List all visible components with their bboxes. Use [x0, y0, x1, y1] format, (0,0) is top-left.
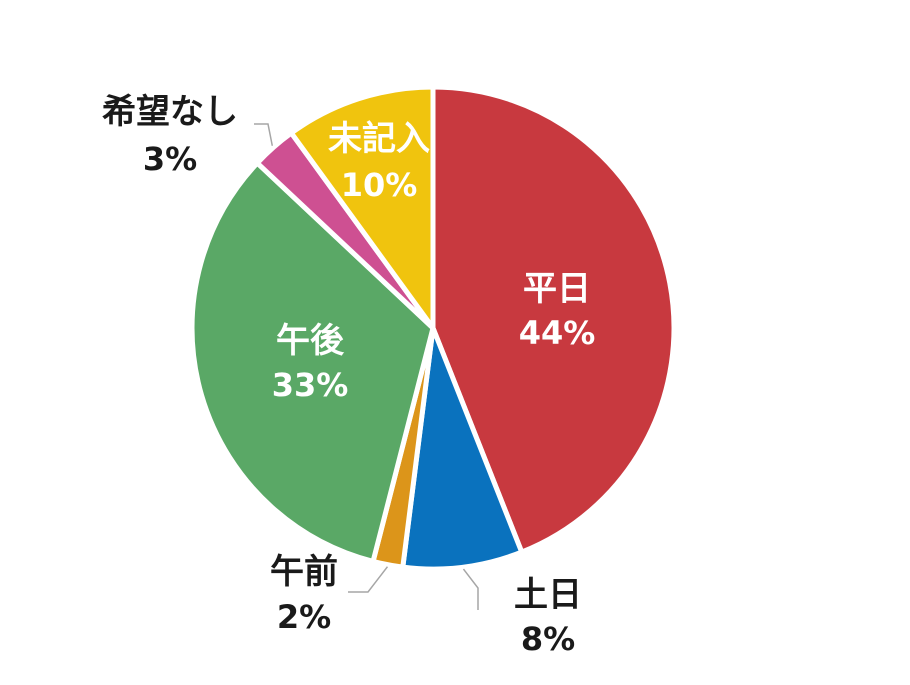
leader-line-weekend: [462, 568, 479, 610]
slice-value-no-preference: 3%: [143, 140, 197, 178]
slice-label-weekday: 平日: [523, 269, 591, 309]
slice-label-morning: 午前: [270, 552, 338, 592]
slice-value-weekend: 8%: [521, 620, 575, 658]
pie-slice-weekday: [430, 84, 677, 555]
slice-value-weekday: 44%: [519, 314, 596, 352]
pie-slices: [189, 84, 677, 572]
slice-label-afternoon: 午後: [276, 321, 345, 361]
slice-value-afternoon: 33%: [272, 366, 349, 404]
slice-value-unanswered: 10%: [341, 166, 418, 204]
slice-labels: 平日 44% 土日 8% 午前 2% 午後 33% 希望なし 3% 未記入 10…: [102, 92, 595, 658]
pie-slice-afternoon: [189, 160, 436, 564]
leader-line-no-preference: [254, 123, 274, 146]
pie-slice-unanswered: [288, 84, 436, 331]
pie-slice-weekend: [400, 325, 525, 572]
slice-label-unanswered: 未記入: [328, 119, 430, 159]
leader-line-morning: [348, 566, 389, 593]
slice-label-no-preference: 希望なし: [102, 92, 238, 132]
slice-label-weekend: 土日: [514, 575, 582, 615]
leader-lines: [254, 123, 479, 610]
slice-value-morning: 2%: [277, 598, 331, 636]
